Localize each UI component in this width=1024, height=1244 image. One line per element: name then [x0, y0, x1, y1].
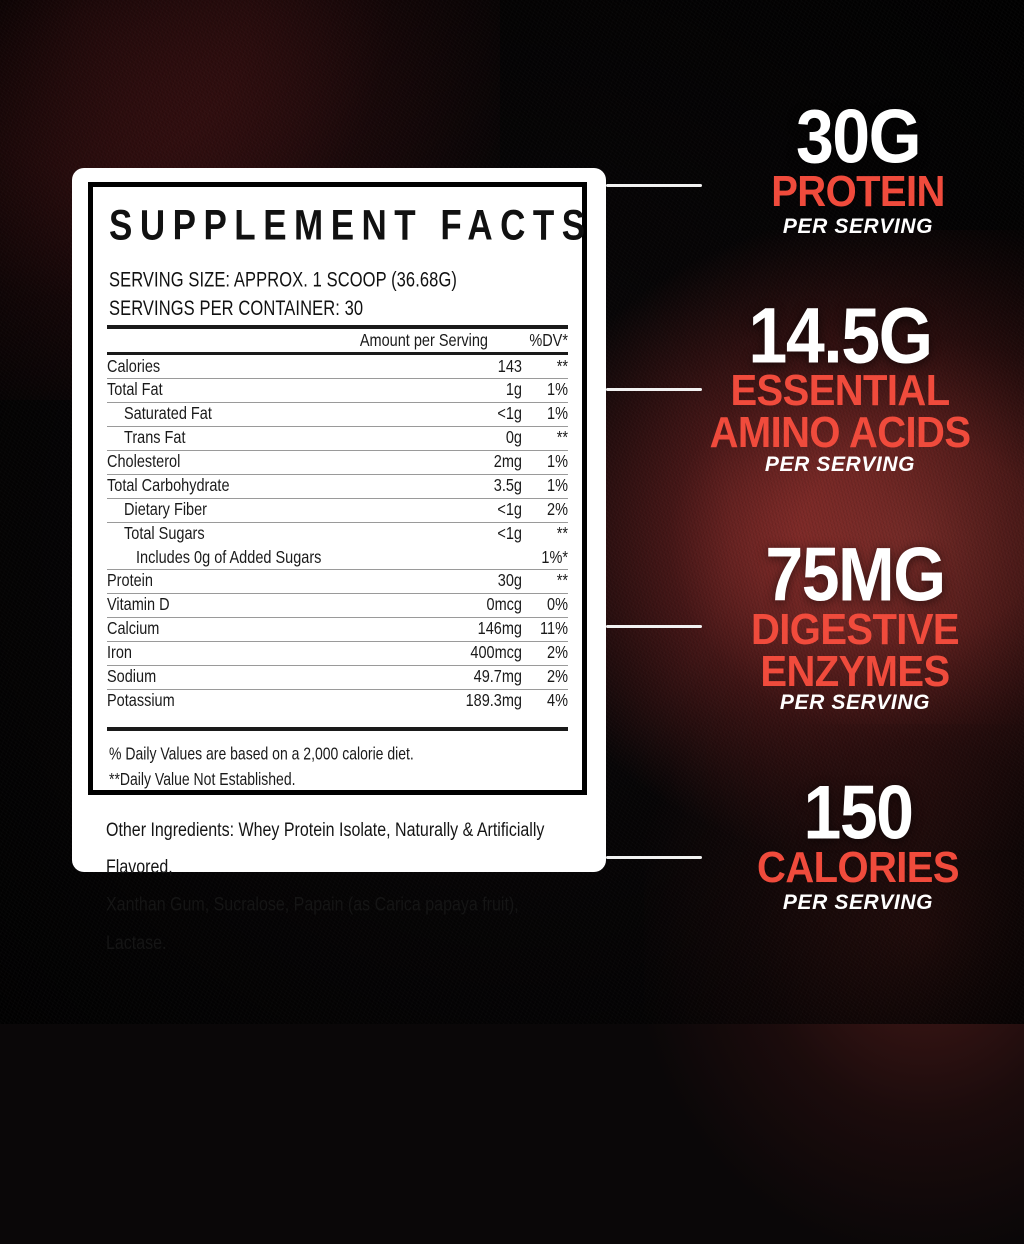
- callout-protein-name: PROTEIN: [700, 167, 1016, 216]
- callout-eaa: 14.5G ESSENTIAL AMINO ACIDS PER SERVING: [656, 292, 1024, 477]
- callout-enzymes: 75MG DIGESTIVE ENZYMES PER SERVING: [690, 532, 1020, 715]
- column-header-nutrient: [107, 326, 360, 354]
- table-row: Includes 0g of Added Sugars 1%*: [107, 546, 568, 570]
- connector-line-protein: [606, 184, 702, 187]
- table-row: Calories 143 **: [107, 355, 568, 379]
- row-daily-value: 4%: [522, 685, 568, 716]
- column-header-amount: Amount per Serving: [359, 330, 488, 350]
- other-ingredients-line-1: Other Ingredients: Whey Protein Isolate,…: [106, 820, 545, 879]
- rule-below-column-headers: [107, 351, 568, 355]
- connector-line-enzymes: [606, 625, 702, 628]
- row-amount: 143: [497, 356, 522, 376]
- callout-protein-name-line-1: PROTEIN: [771, 167, 945, 216]
- row-nutrient-name: Includes 0g of Added Sugars: [136, 547, 322, 567]
- other-ingredients-line-2: Xanthan Gum, Sucralose, Papain (as Caric…: [106, 895, 519, 954]
- table-column-headers: Amount per Serving %DV*: [107, 329, 568, 352]
- callout-eaa-value: 14.5G: [748, 292, 933, 380]
- row-amount: 189.3mg: [410, 685, 522, 716]
- callout-protein-value: 30G: [795, 94, 922, 180]
- callout-enzymes-name-line-2: ENZYMES: [760, 647, 950, 696]
- row-nutrient-name: Calories: [107, 356, 161, 376]
- footnotes: % Daily Values are based on a 2,000 calo…: [109, 741, 568, 792]
- table-row: Total Sugars <1g **: [107, 518, 568, 549]
- table-row: Potassium 189.3mg 4%: [107, 685, 568, 716]
- other-ingredients: Other Ingredients: Whey Protein Isolate,…: [106, 812, 580, 962]
- serving-size-line: SERVING SIZE: APPROX. 1 SCOOP (36.68G): [109, 268, 457, 292]
- connector-line-eaa: [606, 388, 702, 391]
- callout-eaa-name: ESSENTIAL AMINO ACIDS: [656, 367, 1024, 458]
- supplement-facts-title: SUPPLEMENT FACTS: [109, 201, 593, 250]
- callout-calories-per: PER SERVING: [782, 890, 934, 914]
- callout-eaa-name-line-2: AMINO ACIDS: [709, 409, 971, 458]
- callout-eaa-per: PER SERVING: [764, 453, 916, 477]
- callout-calories-name-line-1: CALORIES: [757, 843, 959, 892]
- rule-above-column-headers: [107, 324, 568, 329]
- callout-enzymes-value: 75MG: [765, 532, 946, 618]
- callout-calories: 150 CALORIES PER SERVING: [700, 770, 1016, 914]
- callout-protein: 30G PROTEIN PER SERVING: [700, 94, 1016, 238]
- callout-calories-name: CALORIES: [700, 843, 1016, 892]
- callout-enzymes-name: DIGESTIVE ENZYMES: [690, 605, 1020, 696]
- callout-calories-value: 150: [803, 770, 914, 856]
- servings-per-container-line: SERVINGS PER CONTAINER: 30: [109, 296, 364, 320]
- callout-eaa-name-line-1: ESSENTIAL: [730, 367, 950, 416]
- connector-line-calories: [606, 856, 702, 859]
- serving-info: SERVING SIZE: APPROX. 1 SCOOP (36.68G) S…: [109, 267, 568, 324]
- row-daily-value: **: [556, 356, 568, 376]
- row-amount: <1g: [410, 518, 522, 549]
- footnote-daily-values: % Daily Values are based on a 2,000 calo…: [109, 743, 414, 763]
- callout-protein-per: PER SERVING: [782, 214, 934, 238]
- row-nutrient-name: Total Sugars: [107, 518, 410, 549]
- nutrition-table-rows: Calories 143 ** Total Fat 1g 1% Saturated Fat <…: [107, 355, 568, 716]
- supplement-facts-panel: SUPPLEMENT FACTS SERVING SIZE: APPROX. 1…: [88, 182, 587, 795]
- nutrition-table: Amount per Serving %DV*: [107, 329, 568, 352]
- rule-above-footnotes: [107, 726, 568, 731]
- footnote-not-established: **Daily Value Not Established.: [109, 768, 296, 789]
- supplement-facts-card: SUPPLEMENT FACTS SERVING SIZE: APPROX. 1…: [72, 168, 606, 953]
- row-daily-value: **: [522, 518, 568, 549]
- callout-enzymes-name-line-1: DIGESTIVE: [751, 605, 960, 654]
- callout-enzymes-per: PER SERVING: [779, 691, 931, 715]
- row-daily-value: 1%*: [541, 547, 568, 567]
- column-header-dv: %DV*: [529, 330, 568, 350]
- row-nutrient-name: Potassium: [107, 685, 410, 716]
